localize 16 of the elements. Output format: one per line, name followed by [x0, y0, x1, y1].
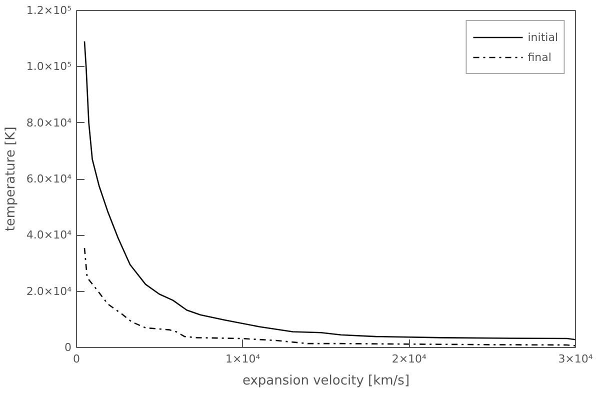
x-tick-label: 2×10⁴ [392, 352, 428, 366]
y-tick-label: 4.0×10⁴ [26, 228, 72, 242]
y-tick-label: 8.0×10⁴ [26, 116, 72, 130]
x-tick-label: 1×10⁴ [226, 352, 261, 366]
legend-label: final [528, 50, 552, 64]
y-axis-title: temperature [K] [3, 126, 18, 232]
x-tick-label: 3×10⁴ [558, 352, 594, 366]
legend-label: initial [528, 30, 558, 44]
y-tick-label: 1.2×10⁵ [26, 4, 72, 17]
x-axis-title: expansion velocity [km/s] [242, 374, 410, 388]
y-tick-label: 6.0×10⁴ [26, 172, 72, 186]
line-series [84, 40, 576, 340]
y-tick-label: 2.0×10⁴ [26, 284, 72, 298]
y-tick-label: 1.0×10⁵ [26, 60, 72, 74]
line-series [84, 247, 576, 346]
y-tick-label: 0 [64, 341, 72, 354]
